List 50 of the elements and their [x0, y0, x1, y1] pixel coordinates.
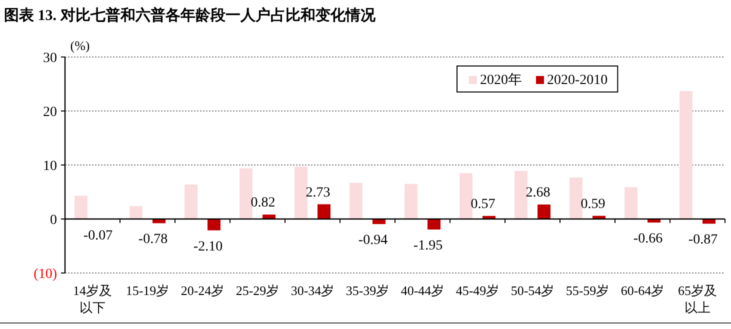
bar — [318, 204, 330, 219]
bar — [624, 187, 638, 219]
bar — [460, 173, 472, 219]
data-label: -0.94 — [358, 233, 388, 248]
data-label: -2.10 — [193, 239, 223, 254]
x-tick-label: 50-54岁 — [510, 283, 554, 298]
y-axis-title: (%) — [70, 38, 90, 53]
y-tick-label: 20 — [43, 105, 57, 120]
x-tick-label: 65岁及以上 — [678, 283, 717, 315]
legend-label: 2020年 — [480, 72, 522, 88]
data-label: 0.59 — [580, 196, 606, 212]
bar — [404, 184, 418, 219]
x-tick-label: 35-39岁 — [346, 283, 390, 298]
bar — [184, 184, 198, 219]
data-label: 2.68 — [526, 186, 550, 201]
bar — [514, 170, 528, 219]
x-tick-label: 45-49岁 — [456, 283, 500, 298]
y-tick-label: 0 — [50, 213, 57, 228]
data-label: -0.66 — [633, 232, 663, 247]
x-tick-label: 20-24岁 — [180, 283, 224, 298]
legend-label: 2020-2010 — [547, 73, 608, 88]
x-tick-label: 60-64岁 — [620, 283, 664, 298]
bar — [262, 214, 276, 219]
x-tick-label: 40-44岁 — [400, 283, 444, 298]
data-label: -1.95 — [413, 238, 443, 254]
data-label: -0.07 — [83, 228, 113, 244]
bar — [208, 219, 220, 230]
bar — [350, 182, 362, 219]
bar — [294, 166, 308, 219]
data-label: -0.78 — [138, 232, 168, 248]
x-tick-label: 55-59岁 — [566, 283, 610, 298]
x-tick-label: 14岁及以下 — [73, 283, 112, 315]
x-tick-label: 25-29岁 — [236, 283, 280, 298]
bar — [74, 196, 88, 219]
data-label: 0.57 — [470, 196, 496, 212]
x-tick-label: 30-34岁 — [290, 283, 334, 298]
data-label: 0.82 — [250, 196, 276, 211]
bar — [130, 206, 142, 219]
y-tick-label: (10) — [34, 267, 58, 282]
y-tick-label: 10 — [43, 159, 57, 174]
y-tick-label: 30 — [43, 51, 57, 66]
bar — [538, 204, 550, 219]
bar — [428, 219, 440, 230]
bar — [680, 91, 692, 219]
bar — [570, 177, 582, 219]
chart-title: 图表 13. 对比七普和六普各年龄段一人户占比和变化情况 — [4, 6, 376, 24]
data-label: 2.73 — [306, 185, 330, 200]
data-label: -0.87 — [688, 232, 718, 248]
bar — [240, 168, 252, 219]
x-tick-label: 15-19岁 — [126, 283, 170, 298]
